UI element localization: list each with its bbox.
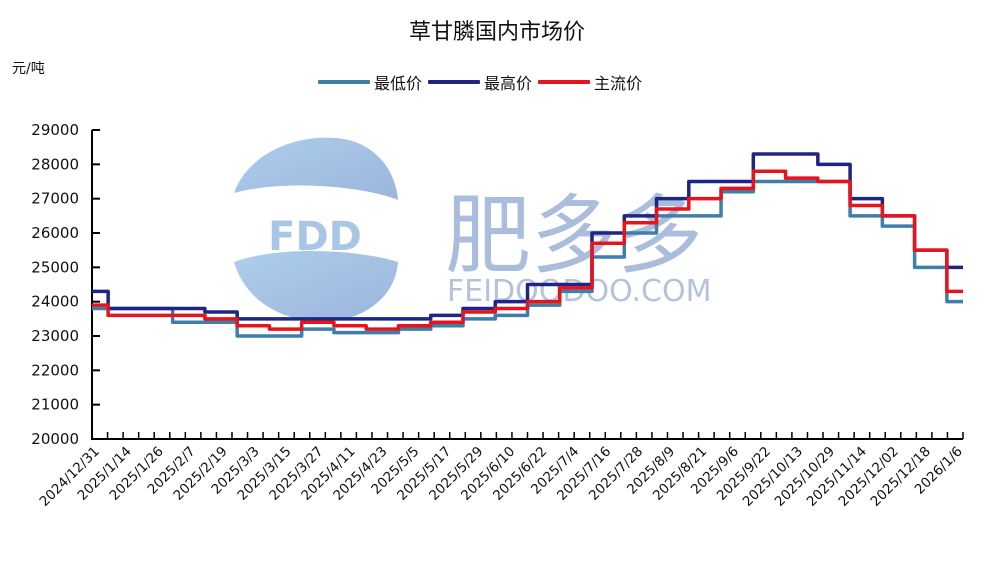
watermark-cn: 肥多多 <box>445 186 703 286</box>
y-axis-unit: 元/吨 <box>12 61 45 77</box>
y-tick-label: 26000 <box>31 224 79 242</box>
y-tick-label: 25000 <box>31 258 79 276</box>
legend-swatch-high <box>428 80 481 84</box>
watermark-fdd: FDD <box>268 214 362 260</box>
y-tick-label: 24000 <box>31 293 79 311</box>
chart-title: 草甘膦国内市场价 <box>408 20 585 45</box>
series-line <box>92 169 963 331</box>
legend-item-high: 最高价 <box>428 70 532 94</box>
legend-swatch-low <box>318 80 370 84</box>
y-tick-label: 22000 <box>31 361 79 379</box>
y-tick-label: 27000 <box>31 190 79 208</box>
watermark-logo: FDD <box>234 137 398 322</box>
y-tick-label: 20000 <box>31 430 79 448</box>
y-tick-label: 23000 <box>31 327 79 345</box>
legend-swatch-main <box>538 80 591 84</box>
legend-item-main: 主流价 <box>538 70 642 94</box>
y-tick-label: 29000 <box>31 121 79 139</box>
legend: 最低价 最高价 主流价 <box>318 70 648 94</box>
y-tick-label: 21000 <box>31 396 79 414</box>
legend-item-low: 最低价 <box>318 70 422 94</box>
series-lines <box>92 152 963 338</box>
y-tick-label: 28000 <box>31 155 79 173</box>
